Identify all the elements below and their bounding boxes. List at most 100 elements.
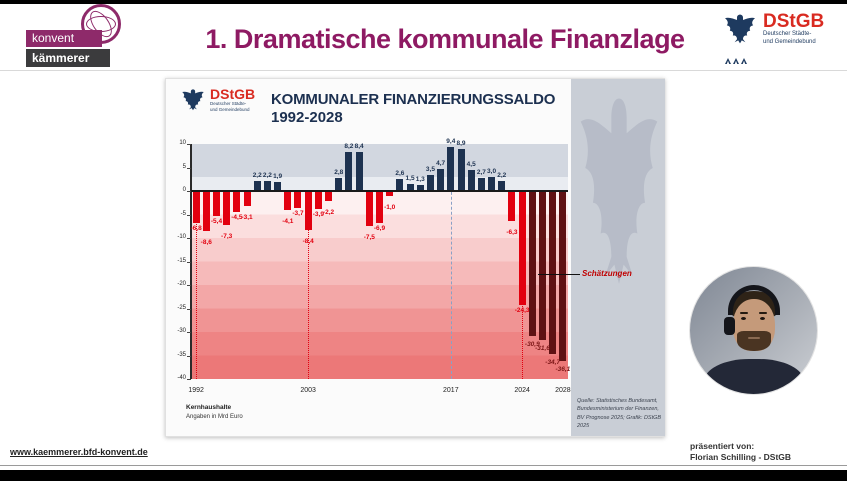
bar-label-2024: -24,3 [514, 307, 530, 315]
x-tick-label-2017: 2017 [443, 387, 459, 394]
chart-title: KOMMUNALER FINANZIERUNGSSALDO [271, 91, 556, 108]
bar-1997 [243, 191, 251, 206]
y-tick-mark--20 [187, 285, 191, 286]
bar-label-2005: -2,2 [322, 209, 335, 217]
bar-label-1993: -8,6 [200, 239, 212, 247]
y-tick-label--20: -20 [177, 281, 186, 287]
bar-2023 [508, 191, 516, 221]
y-tick-label--30: -30 [177, 328, 186, 334]
eagle-icon [180, 87, 206, 122]
bar-label-1997: -3,1 [241, 213, 253, 221]
bar-2027 [549, 191, 557, 355]
dstgb-subtitle-2: und Gemeindebund [763, 38, 816, 45]
dstgb-subtitle-1: Deutscher Städte- [210, 101, 247, 106]
bar-label-2017: 9,4 [446, 137, 456, 145]
bar-2012 [396, 178, 404, 191]
bar-label-1996: -4,5 [231, 214, 243, 222]
bar-label-2010: -6,9 [373, 225, 386, 233]
x-tick-label-1992: 1992 [188, 387, 204, 394]
bar-1996 [233, 191, 241, 213]
bar-2017 [447, 146, 455, 191]
y-tick-mark--10 [187, 238, 191, 239]
dstgb-subtitle-1: Deutscher Städte- [763, 31, 812, 37]
bar-label-2023: -6,3 [506, 228, 518, 236]
bar-label-2001: -4,1 [282, 218, 294, 226]
header-divider [0, 70, 847, 71]
bar-label-2018: 8,9 [456, 140, 466, 148]
bar-2020 [477, 178, 485, 191]
bar-label-2027: -34,7 [545, 359, 561, 367]
presenter-name: Florian Schilling - DStGB [690, 452, 792, 463]
y-tick-label-5: 5 [182, 163, 186, 170]
bar-2001 [284, 191, 292, 211]
y-tick-mark-10 [187, 144, 191, 145]
bar-label-2007: 8,2 [344, 143, 354, 151]
y-tick-label--40: -40 [177, 375, 186, 381]
bar-label-2020: 2,7 [476, 169, 486, 177]
y-tick-label-10: 10 [179, 140, 186, 146]
y-tick-label--10: -10 [177, 234, 186, 240]
bar-label-1992: -6,8 [190, 224, 202, 232]
chart-dstgb-logo: DStGB Deutscher Städte- und Gemeindebund [180, 87, 255, 122]
presenter-beard [737, 331, 771, 351]
bar-label-2013: 1,5 [405, 174, 415, 182]
bar-label-2028: -36,1 [555, 365, 571, 373]
eagle-icon [722, 12, 758, 64]
bar-1994 [212, 191, 220, 217]
dstgb-name: DStGB [763, 11, 825, 32]
bar-label-1999: 2,2 [262, 171, 272, 179]
dstgb-claws-icon [725, 58, 758, 64]
bar-label-2022: 2,2 [497, 171, 507, 179]
bar-label-2004: -3,9 [312, 211, 324, 219]
bar-label-2000: 1,9 [273, 173, 283, 181]
bar-2026 [539, 191, 547, 340]
bar-2004 [314, 191, 322, 210]
bar-2006 [335, 177, 343, 191]
chart-panel: DStGB Deutscher Städte- und Gemeindebund… [165, 78, 665, 437]
y-tick-mark-0 [187, 191, 191, 192]
bar-2003 [304, 191, 312, 231]
bar-label-2025: -30,9 [524, 341, 540, 349]
y-tick-label--35: -35 [177, 351, 186, 358]
refline-1992 [196, 191, 198, 379]
kaemmerer-logo-text: kämmerer [26, 49, 110, 67]
presenter-credit: präsentiert von: Florian Schilling - DSt… [690, 441, 791, 464]
bar-2010 [376, 191, 383, 224]
x-tick-label-2028: 2028 [555, 387, 571, 394]
chart-sidebar: Quelle: Statistisches Bundesamt, Bundesm… [571, 79, 665, 436]
bar-label-2014: 1,3 [415, 175, 425, 183]
headphones-icon [728, 285, 780, 315]
chart-source-line-1: Quelle: Statistisches Bundesamt, [577, 398, 658, 404]
bar-label-2021: 3,0 [487, 167, 497, 175]
bar-label-2002: -3,7 [292, 210, 304, 218]
bar-label-2003: -8,4 [302, 238, 314, 246]
letterbox-bottom [0, 470, 847, 481]
bar-label-2019: 4,5 [466, 160, 476, 168]
bar-2021 [488, 176, 496, 191]
page-title: 1. Dramatische kommunale Finanzlage [205, 24, 685, 54]
x-tick-label-2003: 2003 [300, 387, 316, 394]
y-tick-label-0: 0 [182, 187, 186, 193]
bar-label-2006: 2,8 [334, 168, 344, 176]
bar-2022 [498, 180, 506, 191]
bar-2015 [426, 174, 434, 191]
bar-label-2015: 3,5 [425, 165, 435, 173]
bar-label-1995: -7,3 [221, 233, 233, 241]
konvent-kaemmerer-logo: konvent kämmerer [26, 4, 136, 68]
x-tick-label-2024: 2024 [514, 387, 530, 394]
bar-1998 [253, 180, 261, 191]
dstgb-subtitle-2: und Gemeindebund [210, 106, 250, 112]
letterbox-top [0, 0, 847, 4]
y-tick-label--15: -15 [177, 257, 186, 264]
y-tick-mark--15 [187, 261, 191, 263]
bar-2000 [274, 182, 282, 191]
bar-label-2012: 2,6 [395, 169, 405, 177]
zero-axis-line [191, 190, 568, 192]
estimates-label: Schätzungen [582, 269, 632, 278]
plot-area: -6,8 -8,6 -5,4 -7,3 -4,5 -3,1 2,2 2,2 1,9 -4,1 -3,… [177, 138, 570, 394]
bar-2007 [345, 152, 353, 191]
bar-label-2008: 8,4 [354, 142, 364, 150]
footer-url-link[interactable]: www.kaemmerer.bfd-konvent.de [10, 447, 148, 457]
bar-2013 [406, 183, 414, 191]
dstgb-name: DStGB [210, 86, 256, 102]
